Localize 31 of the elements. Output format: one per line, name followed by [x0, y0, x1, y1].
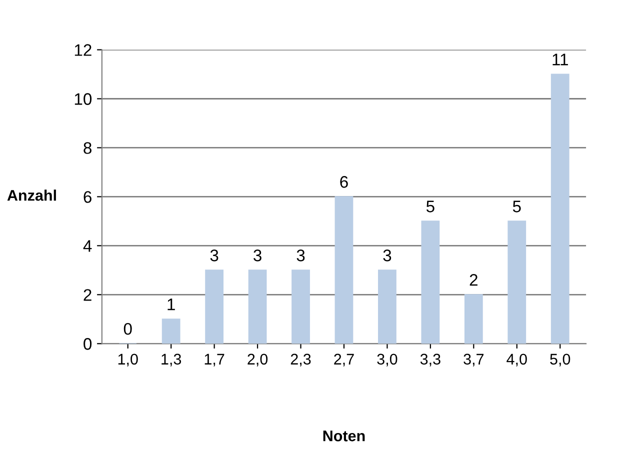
x-tick-label: 3,7: [464, 354, 484, 366]
data-label: 1: [168, 298, 175, 310]
x-tick-label: 2,3: [290, 354, 311, 366]
y-tick-label: 0: [84, 338, 92, 350]
x-tick-label: 5,0: [550, 354, 570, 366]
y-tick-label: 10: [74, 93, 92, 105]
y-tick-label: 6: [84, 191, 92, 203]
data-label: 3: [383, 250, 392, 262]
x-tick-label: 1,7: [204, 354, 224, 366]
x-tick-label: 1,0: [118, 354, 138, 366]
data-label: 3: [254, 250, 262, 262]
y-tick-label: 4: [83, 240, 92, 252]
y-tick-label: 12: [74, 44, 92, 56]
data-label: 2: [470, 274, 478, 286]
data-label: 3: [210, 250, 218, 262]
data-label: 11: [552, 54, 568, 66]
x-tick-label: 1,3: [162, 354, 182, 366]
x-axis-title: Noten: [323, 430, 365, 442]
x-tick-label: 2,7: [334, 354, 354, 366]
data-label: 5: [512, 200, 521, 212]
x-tick-label: 2,0: [248, 354, 268, 366]
data-label: 6: [340, 176, 348, 188]
x-tick-label: 3,3: [420, 354, 440, 366]
y-axis-title: Anzahl: [7, 190, 56, 201]
y-tick-label: 2: [84, 289, 92, 301]
y-tick-label: 8: [84, 142, 92, 154]
x-tick-label: 3,0: [377, 354, 398, 366]
data-label: 3: [296, 250, 305, 262]
x-tick-label: 4,0: [506, 354, 527, 366]
data-label: 5: [426, 200, 434, 212]
data-label: 0: [124, 323, 132, 335]
